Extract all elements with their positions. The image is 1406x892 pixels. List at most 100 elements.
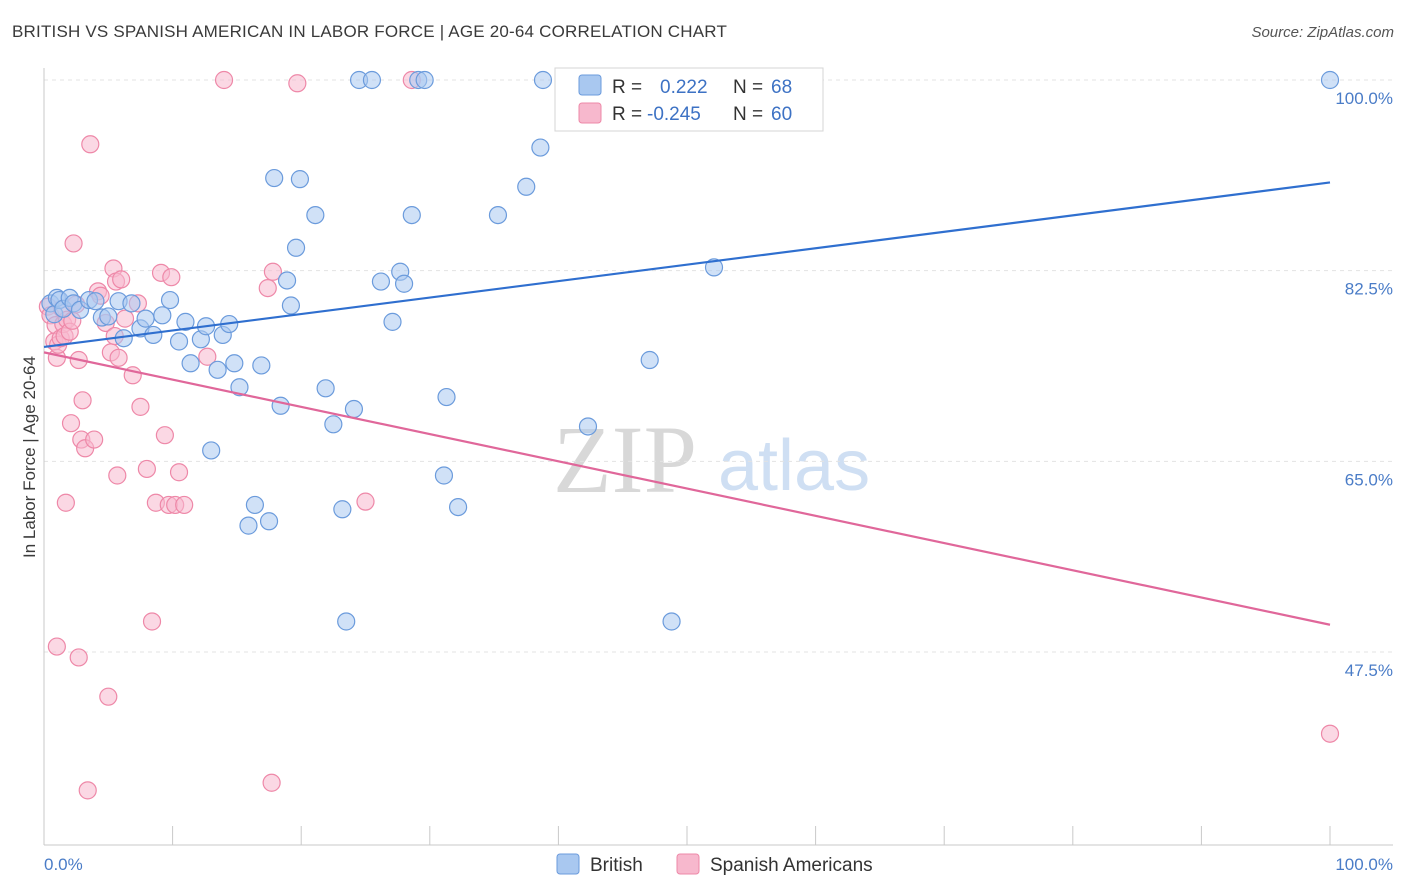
legend-british-swatch <box>578 74 602 96</box>
source-label: Source: ZipAtlas.com <box>1251 24 1394 41</box>
spanish-point-39 <box>137 459 156 479</box>
british-point-62 <box>533 70 553 90</box>
british-point-42 <box>316 379 335 398</box>
british-point-41 <box>306 206 325 225</box>
spanish-trend-line <box>43 351 1331 626</box>
british-point-63 <box>578 417 598 436</box>
legend-spanish-r-value: -0.245 <box>647 104 701 125</box>
british-point-46 <box>344 399 364 419</box>
british-point-52 <box>394 274 414 293</box>
british-point-11 <box>99 307 118 326</box>
spanish-point-15 <box>64 234 83 253</box>
spanish-point-53 <box>288 74 307 93</box>
spanish-point-22 <box>81 135 100 154</box>
legend-british-n-label: N = <box>733 77 763 98</box>
spanish-point-49 <box>198 347 217 366</box>
spanish-point-14 <box>61 414 81 433</box>
british-point-60 <box>517 177 536 196</box>
british-point-25 <box>202 441 221 460</box>
x-ticks <box>43 826 1331 845</box>
british-point-26 <box>208 360 227 379</box>
spanish-point-47 <box>169 463 189 482</box>
watermark-atlas: atlas <box>718 426 870 506</box>
british-point-55 <box>415 70 434 90</box>
spanish-point-52 <box>263 262 283 281</box>
british-point-56 <box>437 387 456 407</box>
british-point-44 <box>333 500 352 519</box>
spanish-point-19 <box>73 391 92 410</box>
gridlines <box>44 79 1393 653</box>
british-point-36 <box>271 396 290 415</box>
spanish-point-13 <box>56 493 75 512</box>
british-point-14 <box>122 294 141 313</box>
british-trend-line <box>43 181 1331 349</box>
spanish-point-51 <box>258 278 277 298</box>
bottom-legend-british-label: British <box>590 855 643 876</box>
spanish-point-48 <box>175 495 194 515</box>
british-point-33 <box>252 356 271 375</box>
spanish-point-32 <box>108 466 127 485</box>
british-point-37 <box>277 271 297 290</box>
british-point-58 <box>448 497 468 517</box>
spanish-point-58 <box>1320 724 1340 743</box>
legend-spanish-n-label: N = <box>733 104 763 125</box>
british-point-19 <box>160 290 180 310</box>
spanish-point-35 <box>115 309 135 328</box>
british-point-34 <box>259 512 279 531</box>
bottom-legend-spanish-label: Spanish Americans <box>710 855 873 876</box>
british-point-30 <box>230 378 249 397</box>
legend-spanish-swatch <box>578 102 602 124</box>
british-point-61 <box>531 138 550 157</box>
spanish-point-40 <box>142 612 162 631</box>
british-point-38 <box>281 296 301 315</box>
british-point-40 <box>290 170 310 189</box>
y-tick-label-3: 100.0% <box>1335 89 1393 108</box>
british-point-43 <box>324 415 343 434</box>
spanish-point-55 <box>356 492 375 511</box>
british-point-21 <box>176 312 195 331</box>
bottom-legend-british-swatch <box>556 853 580 875</box>
british-point-50 <box>383 312 402 331</box>
legend-british-r-value: 0.222 <box>660 77 708 98</box>
series-legend: British Spanish Americans <box>556 853 873 876</box>
legend-spanish-r-label: R = <box>612 104 642 125</box>
british-point-20 <box>169 332 189 351</box>
legend-spanish-n-value: 60 <box>771 104 792 125</box>
spanish-point-59 <box>69 648 88 667</box>
spanish-point-33 <box>109 348 128 367</box>
axes <box>43 68 1393 846</box>
british-point-9 <box>86 292 105 311</box>
x-tick-label-100: 100.0% <box>1335 855 1393 874</box>
spanish-point-21 <box>78 781 97 800</box>
y-tick-label-2: 82.5% <box>1345 280 1393 299</box>
british-point-65 <box>662 612 681 631</box>
british-point-53 <box>402 206 421 225</box>
y-tick-label-0: 47.5% <box>1345 661 1393 680</box>
british-point-45 <box>337 612 356 631</box>
british-point-16 <box>136 309 155 328</box>
british-point-57 <box>434 466 454 485</box>
british-point-67 <box>1320 70 1340 90</box>
british-point-22 <box>181 354 200 373</box>
spanish-point-43 <box>155 426 174 445</box>
y-tick-label-1: 65.0% <box>1345 470 1393 489</box>
british-point-31 <box>239 516 258 535</box>
british-point-49 <box>371 272 391 291</box>
legend-british-r-label: R = <box>612 77 642 98</box>
bottom-legend-spanish-swatch <box>676 853 700 875</box>
spanish-point-54 <box>262 773 281 792</box>
spanish-point-27 <box>99 687 118 706</box>
spanish-point-34 <box>112 270 131 289</box>
y-tick-labels: 47.5% 65.0% 82.5% 100.0% <box>1335 89 1393 680</box>
x-tick-label-0: 0.0% <box>44 855 83 874</box>
correlation-legend: R = 0.222 N = 68 R = -0.245 N = 60 <box>554 67 824 132</box>
british-point-32 <box>245 495 265 515</box>
british-point-48 <box>362 70 382 90</box>
y-axis-label: In Labor Force | Age 20-64 <box>20 356 39 558</box>
british-point-18 <box>153 306 172 325</box>
british-point-35 <box>265 168 284 188</box>
british-point-29 <box>225 354 244 373</box>
british-point-59 <box>488 206 508 225</box>
british-point-17 <box>144 325 163 345</box>
spanish-point-45 <box>162 268 181 287</box>
